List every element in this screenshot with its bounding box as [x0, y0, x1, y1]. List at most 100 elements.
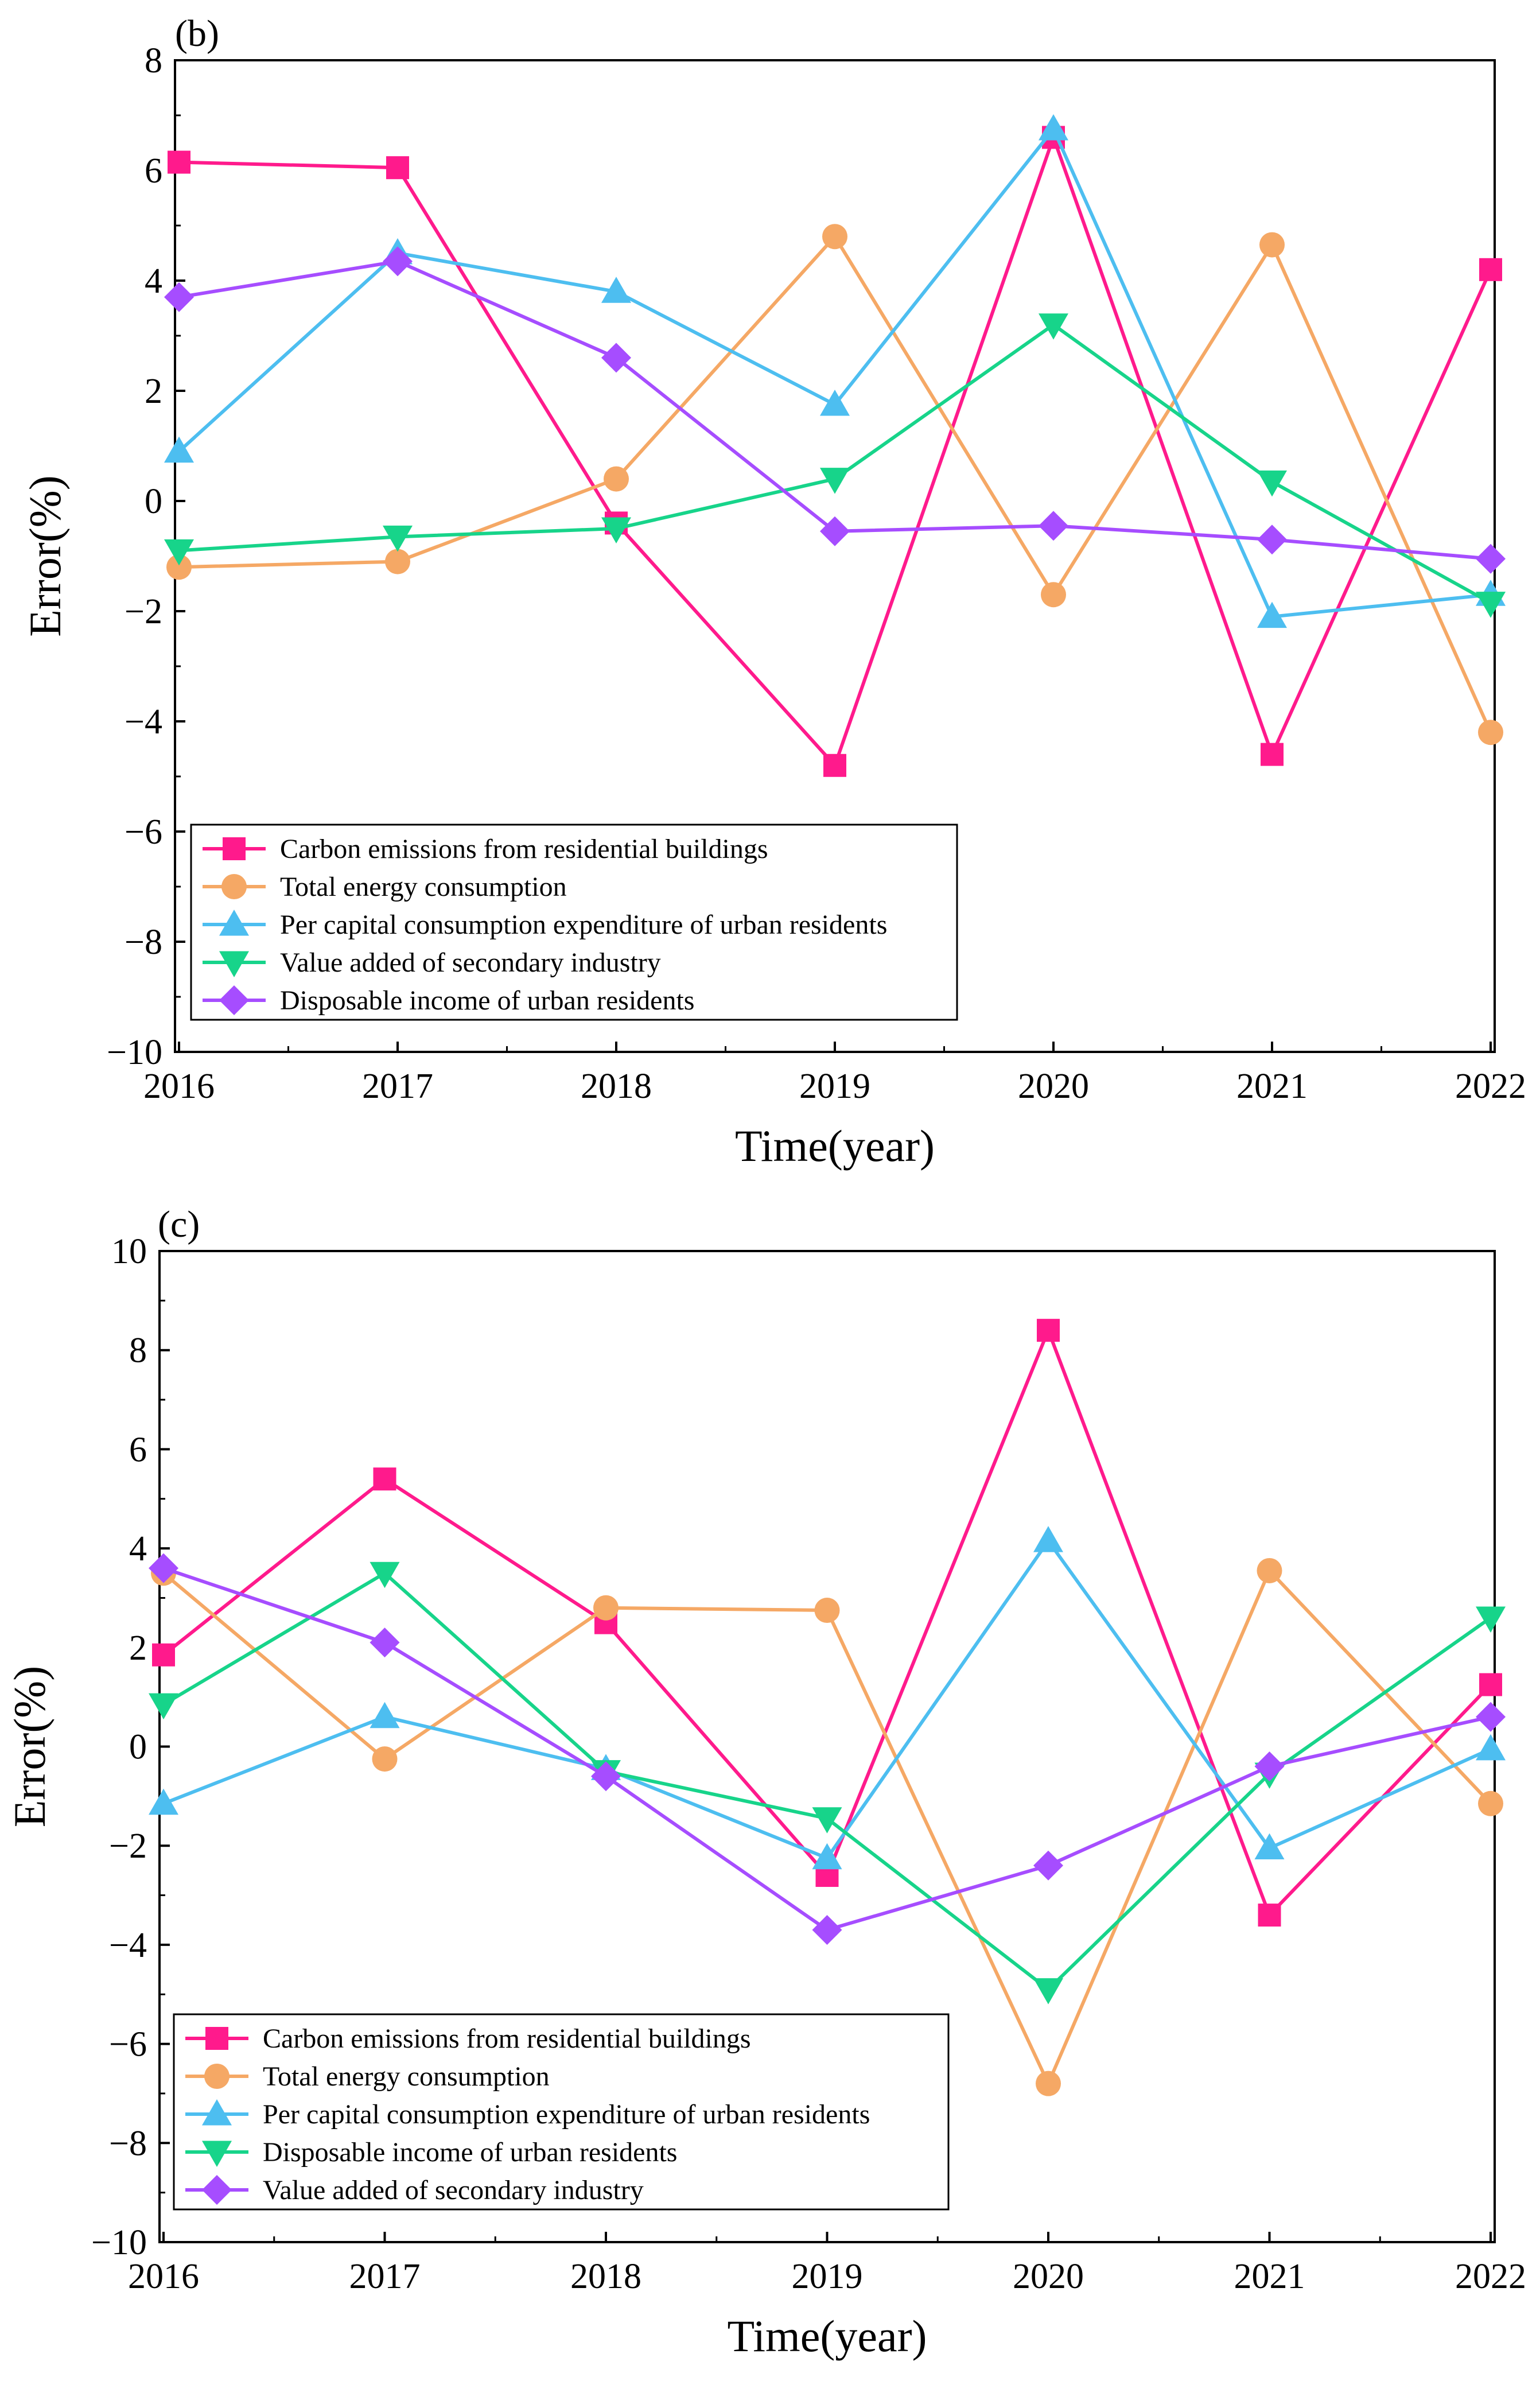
legend-entry: Total energy consumption: [263, 2061, 550, 2092]
y-tick-label: 8: [129, 1331, 147, 1370]
legend: Carbon emissions from residential buildi…: [173, 2013, 950, 2211]
legend-entry: Carbon emissions from residential buildi…: [263, 2023, 751, 2054]
data-point: [149, 1788, 178, 1815]
data-point: [591, 1761, 621, 1792]
y-tick-label: −6: [125, 813, 162, 852]
series-0: [168, 126, 1502, 777]
data-point: [1039, 114, 1068, 141]
data-point: [1476, 592, 1506, 618]
data-point: [166, 554, 192, 580]
y-tick-label: 2: [145, 372, 162, 411]
y-tick-label: 6: [145, 152, 162, 191]
data-point: [1476, 1734, 1506, 1761]
data-point: [593, 1595, 619, 1621]
data-point: [1254, 1833, 1285, 1860]
y-tick-label: 4: [145, 262, 162, 301]
data-point: [814, 1598, 840, 1623]
data-point: [1261, 743, 1284, 766]
data-point: [1037, 1319, 1060, 1342]
y-tick-label: −10: [91, 2223, 147, 2262]
data-point: [386, 156, 409, 180]
x-tick-label: 2022: [1455, 1067, 1526, 1106]
y-tick-label: −8: [109, 2124, 147, 2163]
legend-marker: [204, 2064, 230, 2089]
y-tick-label: 4: [129, 1529, 147, 1568]
series-2: [149, 1526, 1506, 1870]
x-axis-title: Time(year): [727, 2311, 927, 2361]
y-tick-label: 2: [129, 1629, 147, 1668]
data-point: [812, 1843, 842, 1870]
data-point: [812, 1914, 842, 1945]
y-tick-label: −8: [125, 923, 162, 962]
chart-panel-1: −10 −8 −6 −4 −2 0 2 4 6 8 10 2016 2017 2018 2019 2020 20…: [5, 1203, 1526, 2361]
data-point: [601, 277, 631, 303]
y-tick-label: −10: [107, 1033, 162, 1072]
legend-entry: Carbon emissions from residential buildi…: [280, 834, 768, 864]
x-tick-label: 2021: [1236, 1067, 1308, 1106]
data-point: [164, 539, 194, 566]
data-point: [1478, 720, 1503, 745]
data-point: [1254, 1751, 1285, 1782]
y-tick-label: 6: [129, 1430, 147, 1469]
series-1: [151, 1557, 1503, 2096]
legend-entry: Value added of secondary industry: [263, 2175, 644, 2205]
legend-entry: Disposable income of urban residents: [280, 985, 694, 1016]
y-axis-title: Error(%): [20, 475, 70, 637]
data-point: [164, 282, 194, 312]
legend-box: [173, 2013, 950, 2211]
data-point: [152, 1643, 175, 1667]
y-tick-label: 0: [129, 1728, 147, 1767]
legend-marker: [223, 837, 246, 860]
data-point: [385, 549, 410, 574]
data-point: [1033, 1978, 1063, 2005]
series-1: [166, 224, 1503, 745]
x-tick-label: 2022: [1455, 2257, 1526, 2296]
y-tick-label: −4: [109, 1926, 147, 1965]
panel-label: (b): [175, 13, 219, 55]
data-point: [1257, 601, 1287, 628]
y-tick-label: −2: [125, 592, 162, 631]
legend: Carbon emissions from residential buildi…: [190, 824, 958, 1021]
legend-marker: [202, 2099, 232, 2126]
legend-marker: [202, 2175, 232, 2205]
x-tick-label: 2016: [143, 1067, 215, 1106]
legend-entry: Value added of secondary industry: [280, 947, 661, 978]
legend-entry: Per capital consumption expenditure of u…: [263, 2099, 870, 2130]
data-point: [1478, 1790, 1503, 1816]
series-0: [152, 1319, 1502, 1927]
data-point: [1257, 1557, 1282, 1583]
legend-entry: Disposable income of urban residents: [263, 2137, 677, 2168]
data-point: [383, 246, 413, 277]
legend-marker: [202, 2141, 232, 2167]
legend-marker: [219, 985, 249, 1015]
data-point: [812, 1807, 842, 1834]
data-point: [1036, 2071, 1061, 2096]
y-tick-label: −2: [109, 1827, 147, 1866]
data-point: [604, 466, 629, 492]
x-tick-label: 2018: [581, 1067, 652, 1106]
x-tick-label: 2018: [570, 2257, 641, 2296]
data-point: [822, 224, 847, 250]
series-3: [164, 313, 1506, 618]
data-point: [383, 525, 413, 552]
data-point: [1479, 1673, 1502, 1696]
data-point: [370, 1702, 400, 1729]
data-point: [1479, 258, 1502, 281]
panel-label: (c): [158, 1203, 200, 1245]
y-tick-label: −4: [125, 702, 162, 741]
data-point: [1041, 582, 1066, 608]
data-point: [1476, 543, 1506, 574]
data-point: [601, 343, 631, 373]
data-point: [820, 468, 850, 494]
y-tick-label: 0: [145, 482, 162, 521]
data-point: [1476, 1702, 1506, 1732]
series-4: [164, 246, 1506, 574]
x-tick-label: 2019: [792, 2257, 863, 2296]
y-axis-title: Error(%): [5, 1666, 55, 1828]
data-point: [820, 516, 850, 546]
y-tick-label: 10: [111, 1232, 147, 1271]
data-point: [149, 1693, 178, 1720]
data-point: [164, 436, 194, 463]
data-point: [820, 390, 850, 416]
